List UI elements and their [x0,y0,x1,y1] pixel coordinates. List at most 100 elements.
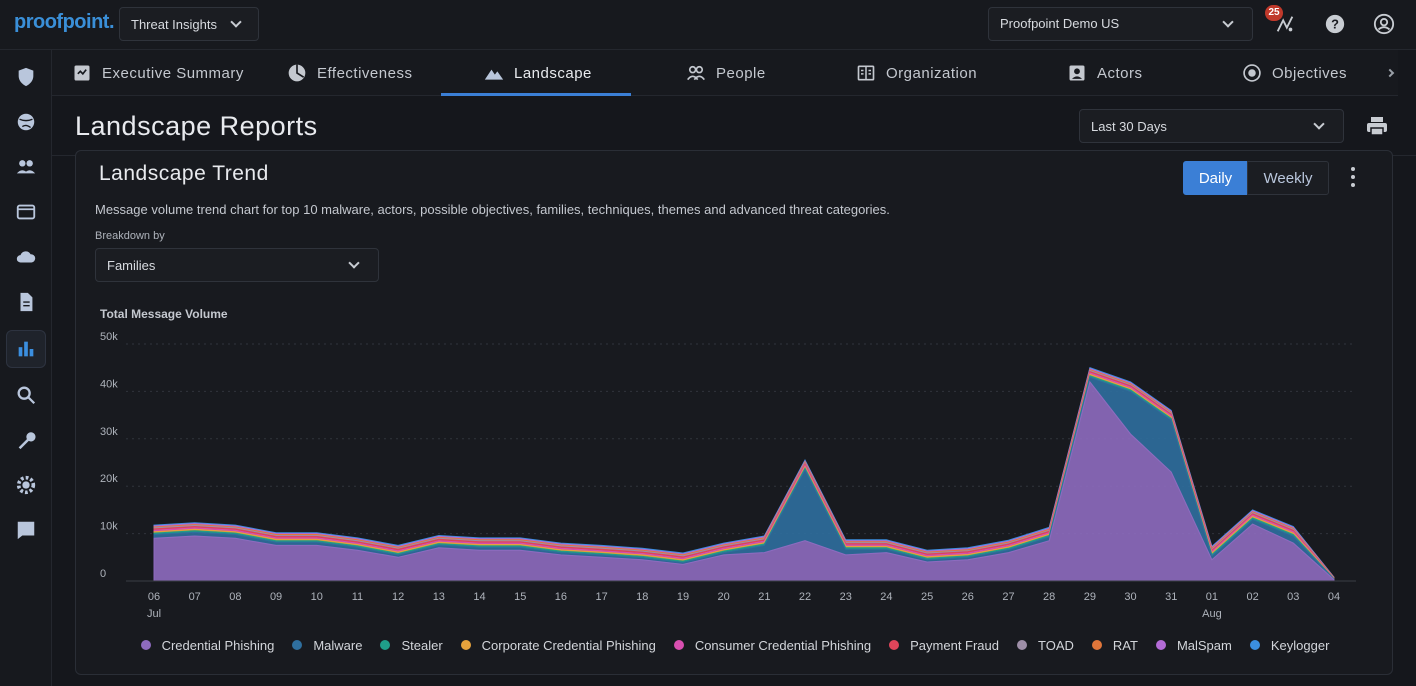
legend-item[interactable]: TOAD [1017,635,1074,655]
legend-dot [889,640,900,650]
bar-chart-icon [18,341,34,357]
legend-dot [1091,640,1102,650]
sidebar-item-documents[interactable] [6,283,46,321]
app-selector-label: Threat Insights [131,17,217,32]
legend-item[interactable]: Keylogger [1249,635,1330,655]
chevron-right-icon [1385,68,1395,78]
sidebar-item-people[interactable] [6,148,46,186]
chart-areas [153,367,1335,582]
tab-actors[interactable]: Actors [1067,50,1143,96]
tab-label: People [716,64,766,82]
sidebar-item-search[interactable] [6,376,46,414]
legend-item[interactable]: MalSpam [1155,635,1232,655]
daily-toggle[interactable]: Daily [1183,161,1248,195]
legend-item[interactable]: Consumer Credential Phishing [673,635,871,655]
y-tick-label: 40k [100,378,118,390]
print-icon[interactable] [1365,114,1389,138]
user-account-icon[interactable] [1373,13,1395,35]
x-tick-label: 01 [1206,591,1218,603]
sidebar-item-feedback[interactable] [6,511,46,549]
legend-label: Corporate Credential Phishing [481,637,656,653]
x-tick-label: 14 [473,591,485,603]
actor-icon [1069,65,1085,81]
tab-label: Objectives [1272,64,1348,82]
legend-item[interactable]: Credential Phishing [140,635,275,655]
chevron-down-icon [1222,16,1234,28]
sidebar [0,50,52,686]
help-icon[interactable]: ? [1324,13,1346,35]
tab-label: Organization [886,64,978,82]
active-tab-indicator [441,93,631,96]
legend-item[interactable]: Corporate Credential Phishing [460,635,656,655]
legend-dot [673,640,684,650]
legend-item[interactable]: Malware [292,635,362,655]
legend-dot [460,640,471,650]
organization-icon [857,65,875,81]
report-icon [74,65,90,81]
legend-label: MalSpam [1176,637,1232,653]
tab-executive-summary[interactable]: Executive Summary [72,50,244,96]
x-tick-label: 25 [921,591,933,603]
x-tick-label: 11 [352,591,363,603]
tab-organization[interactable]: Organization [856,50,977,96]
legend-item[interactable]: RAT [1091,635,1138,655]
x-tick-label: 21 [758,591,770,603]
x-tick-label: 22 [799,591,811,603]
landscape-trend-card: Landscape Trend Daily Weekly Message vol… [75,150,1393,675]
y-tick-label: 30k [100,426,118,438]
legend-item[interactable]: Stealer [380,635,443,655]
cloud-icon [16,251,36,263]
x-tick-label: 27 [1002,591,1014,603]
app-selector[interactable]: Threat Insights [119,7,259,41]
top-bar: proofpoint. Threat Insights Proofpoint D… [0,0,1416,50]
legend-label: Payment Fraud [910,637,999,653]
chart-legend: Credential Phishing Malware Stealer Corpora… [76,635,1394,655]
breakdown-selector[interactable]: Families [95,248,379,282]
x-tick-label: 13 [433,591,445,603]
chart-axes: 0 10k 20k 30k 40k 50k 06 07 08 09 10 11 12 13 14 15 16 17… [100,331,1356,620]
globe-icon [17,113,35,131]
sidebar-item-threats[interactable] [6,103,46,141]
tab-people[interactable]: People [686,50,766,96]
sidebar-item-settings[interactable] [6,466,46,504]
x-tick-label: 06 [148,591,160,603]
tab-scroll-right-button[interactable] [1382,50,1398,96]
legend-label: Credential Phishing [161,637,275,653]
date-range-selector[interactable]: Last 30 Days [1079,109,1344,143]
more-options-icon[interactable] [1346,165,1360,189]
sidebar-item-security[interactable] [6,58,46,96]
legend-item[interactable]: Payment Fraud [889,635,999,655]
y-tick-label: 10k [100,521,118,533]
y-tick-label: 0 [100,568,106,580]
legend-dot [1155,640,1166,650]
breakdown-label: Breakdown by [95,230,165,242]
chevron-down-icon [348,257,360,269]
x-tick-label: 23 [840,591,852,603]
date-range-label: Last 30 Days [1091,119,1167,134]
sidebar-item-cloud[interactable] [6,238,46,276]
tab-objectives[interactable]: Objectives [1242,50,1347,96]
x-tick-label: 07 [189,591,201,603]
x-tick-label: 18 [636,591,648,603]
notifications-icon[interactable] [1274,13,1296,35]
sidebar-item-reports[interactable] [6,330,46,368]
tab-effectiveness[interactable]: Effectiveness [287,50,412,96]
legend-label: TOAD [1038,637,1074,653]
x-month-label: Aug [1202,608,1222,620]
chevron-down-icon [1313,118,1325,130]
chart-title: Total Message Volume [100,307,228,321]
shield-icon [18,67,34,87]
chart-grid [126,343,1356,535]
legend-label: Malware [313,637,363,653]
sidebar-item-messages[interactable] [6,193,46,231]
y-tick-label: 20k [100,473,118,485]
pie-icon [288,64,306,82]
weekly-toggle[interactable]: Weekly [1247,161,1329,195]
legend-label: Keylogger [1270,637,1330,653]
y-tick-label: 50k [100,331,118,343]
proofpoint-logo[interactable]: proofpoint. [14,11,115,33]
tab-landscape[interactable]: Landscape [484,50,592,96]
sidebar-item-tools[interactable] [6,421,46,459]
legend-dot [1249,640,1260,650]
org-selector[interactable]: Proofpoint Demo US [988,7,1253,41]
